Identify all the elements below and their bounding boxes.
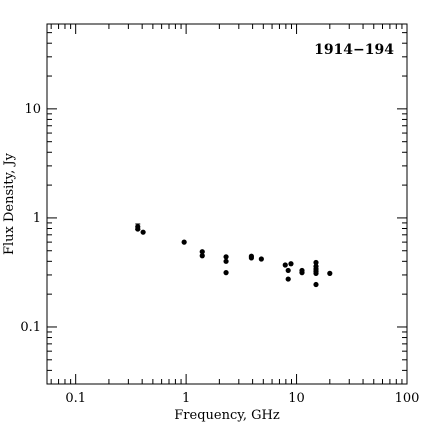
x-tick-label: 10 xyxy=(288,391,305,406)
data-points xyxy=(135,223,333,288)
data-point xyxy=(285,267,291,274)
data-point xyxy=(248,255,254,261)
data-point xyxy=(299,270,305,276)
x-tick-label: 0.1 xyxy=(65,391,86,406)
y-axis-label: Flux Density, Jy xyxy=(2,152,17,255)
data-point xyxy=(313,259,319,266)
data-point xyxy=(282,262,288,268)
data-point xyxy=(140,229,146,235)
x-tick-label: 1 xyxy=(182,391,190,406)
data-point xyxy=(223,258,229,264)
y-tick-label: 10 xyxy=(24,102,41,117)
y-tick-label: 1 xyxy=(33,211,41,226)
data-point xyxy=(199,253,205,259)
data-point xyxy=(285,276,291,282)
data-point xyxy=(313,270,319,276)
data-point xyxy=(327,270,333,276)
chart-title: 1914−194 xyxy=(314,42,394,58)
data-point xyxy=(313,281,319,288)
x-axis-label: Frequency, GHz xyxy=(174,408,280,423)
data-point xyxy=(181,239,187,245)
data-point xyxy=(288,261,294,267)
axis-ticks xyxy=(47,23,408,385)
plot-frame xyxy=(46,23,408,385)
data-point xyxy=(258,256,264,262)
data-point xyxy=(223,254,229,260)
axis-tick-labels: 0.1 1 10 100 0.1 1 10 xyxy=(20,102,419,406)
data-point xyxy=(223,270,229,276)
data-point xyxy=(135,226,141,232)
x-tick-label: 100 xyxy=(395,391,420,406)
y-tick-label: 0.1 xyxy=(20,320,41,335)
data-point xyxy=(199,249,205,255)
